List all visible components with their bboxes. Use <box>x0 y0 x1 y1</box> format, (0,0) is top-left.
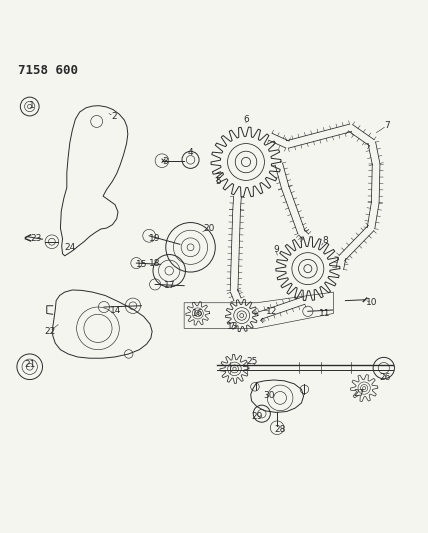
Text: 21: 21 <box>24 360 36 369</box>
Text: 1: 1 <box>29 101 34 110</box>
Polygon shape <box>251 380 303 413</box>
Text: 19: 19 <box>149 235 160 243</box>
Text: 3: 3 <box>162 157 168 166</box>
Text: 29: 29 <box>251 412 262 421</box>
Text: 30: 30 <box>264 391 275 400</box>
Text: 15: 15 <box>136 260 147 269</box>
Text: 28: 28 <box>274 425 286 434</box>
Text: 16: 16 <box>192 309 204 318</box>
Text: 24: 24 <box>64 243 75 252</box>
Text: 10: 10 <box>366 298 377 307</box>
Text: 7: 7 <box>384 121 389 130</box>
Polygon shape <box>184 292 333 328</box>
Polygon shape <box>53 290 152 358</box>
Text: 25: 25 <box>247 357 258 366</box>
Text: 7158 600: 7158 600 <box>18 64 78 77</box>
Text: 17: 17 <box>163 281 175 290</box>
Text: 12: 12 <box>266 307 277 316</box>
Text: 18: 18 <box>149 259 161 268</box>
Text: 11: 11 <box>319 309 331 318</box>
Text: 9: 9 <box>273 245 279 254</box>
Text: 6: 6 <box>243 115 249 124</box>
Text: 23: 23 <box>30 235 42 243</box>
Polygon shape <box>60 106 128 256</box>
Text: 5: 5 <box>215 176 221 185</box>
Text: 4: 4 <box>188 148 193 157</box>
Text: 26: 26 <box>379 373 390 382</box>
Text: 20: 20 <box>203 224 214 232</box>
Text: 8: 8 <box>322 237 328 245</box>
Text: 27: 27 <box>354 389 365 398</box>
Text: 2: 2 <box>111 112 116 121</box>
Text: 13: 13 <box>227 322 239 330</box>
Text: 22: 22 <box>44 327 55 336</box>
Text: 14: 14 <box>110 305 122 314</box>
